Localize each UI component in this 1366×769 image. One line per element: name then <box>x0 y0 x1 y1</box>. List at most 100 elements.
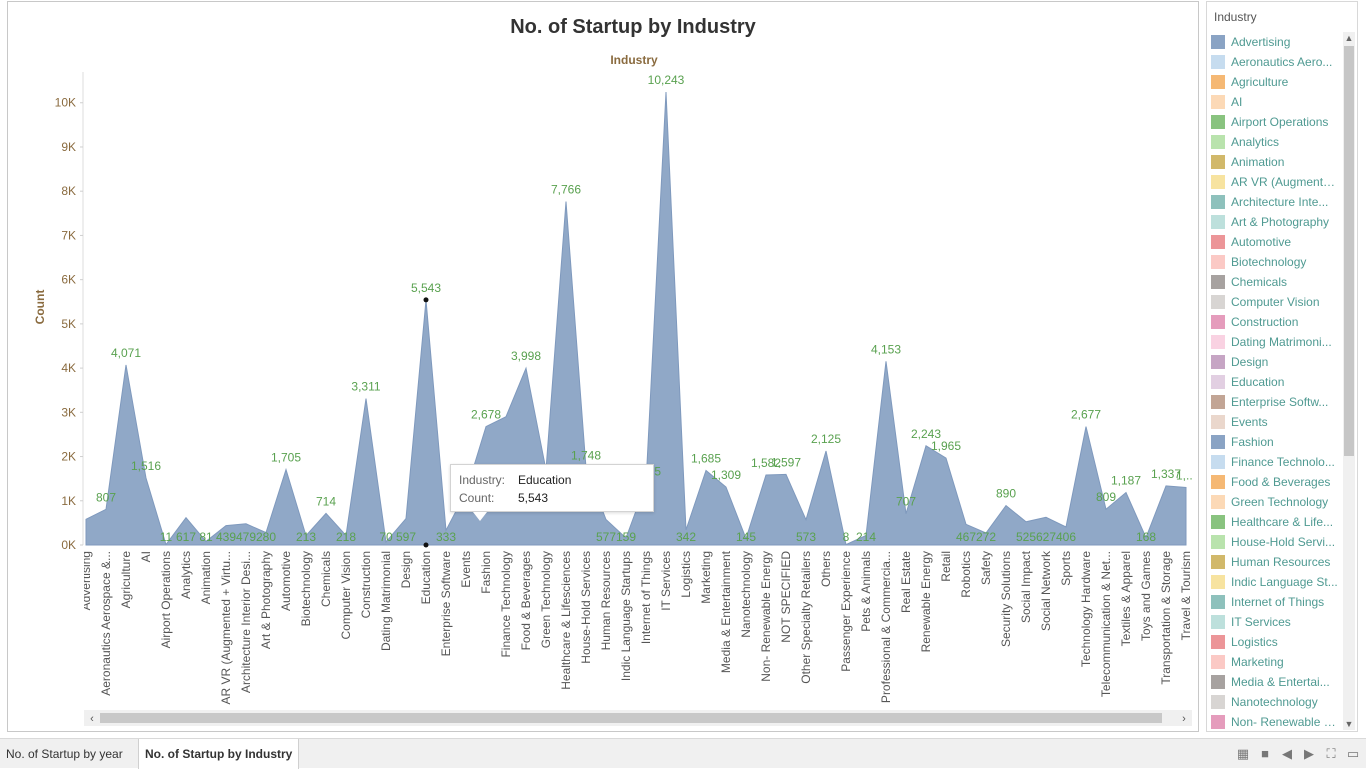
legend-item[interactable]: Nanotechnology <box>1211 692 1343 712</box>
present-icon[interactable]: ▭ <box>1346 746 1360 761</box>
legend-item[interactable]: Architecture Inte... <box>1211 192 1343 212</box>
legend-item[interactable]: Human Resources <box>1211 552 1343 572</box>
single-view-icon[interactable]: ■ <box>1261 746 1269 761</box>
highlight-point <box>423 297 429 303</box>
x-tick-label: Events <box>459 551 473 588</box>
legend-swatch <box>1211 75 1225 89</box>
legend-swatch <box>1211 315 1225 329</box>
legend-item[interactable]: Non- Renewable E... <box>1211 712 1343 731</box>
legend-scrollbar[interactable]: ▲ ▼ <box>1343 32 1355 730</box>
legend-label: House-Hold Servi... <box>1231 535 1336 549</box>
legend-item[interactable]: Construction <box>1211 312 1343 332</box>
x-tick-label: Security Solutions <box>999 551 1013 647</box>
scroll-right-icon[interactable]: › <box>1182 713 1186 725</box>
legend-item[interactable]: Enterprise Softw... <box>1211 392 1343 412</box>
sheet-tab-bar: No. of Startup by year No. of Startup by… <box>0 738 1366 769</box>
legend-item[interactable]: Design <box>1211 352 1343 372</box>
legend-item[interactable]: Biotechnology <box>1211 252 1343 272</box>
legend-item[interactable]: IT Services <box>1211 612 1343 632</box>
data-point <box>363 396 369 402</box>
data-label: 81 <box>199 530 213 544</box>
data-point <box>1023 519 1029 525</box>
tab-startup-by-industry[interactable]: No. of Startup by Industry <box>138 739 300 769</box>
x-axis-title: Industry <box>610 53 658 67</box>
data-label: 3,311 <box>351 380 380 394</box>
legend-item[interactable]: Dating Matrimoni... <box>1211 332 1343 352</box>
legend-item[interactable]: House-Hold Servi... <box>1211 532 1343 552</box>
legend-label: Media & Entertai... <box>1231 675 1330 689</box>
x-tick-label: Advertising <box>79 551 93 610</box>
legend-swatch <box>1211 635 1225 649</box>
chart-svg[interactable]: 0K 1K 2K 3K 4K 5K 6K 7K 8K 9K 10K Count Industry Adve… <box>8 2 1200 731</box>
x-tick-label: Social Impact <box>1019 550 1033 623</box>
x-tick-label: Pets & Animals <box>859 551 873 632</box>
x-tick-label: Sports <box>1059 551 1073 586</box>
legend-item[interactable]: Art & Photography <box>1211 212 1343 232</box>
legend-item[interactable]: Green Technology <box>1211 492 1343 512</box>
data-point <box>923 443 929 449</box>
x-tick-label: Social Network <box>1039 550 1053 631</box>
legend-item[interactable]: Advertising <box>1211 32 1343 52</box>
next-icon[interactable]: ▶ <box>1304 746 1314 761</box>
data-label: 1,... <box>1176 469 1196 483</box>
legend-scroll-thumb[interactable] <box>1344 46 1354 456</box>
legend-item[interactable]: Animation <box>1211 152 1343 172</box>
data-point <box>1103 506 1109 512</box>
data-label: 1,582 <box>751 456 781 470</box>
data-label: 1,965 <box>931 439 961 453</box>
tooltip-count-key: Count: <box>459 491 495 505</box>
x-tick-label: Textiles & Apparel <box>1119 551 1133 646</box>
legend-item[interactable]: Automotive <box>1211 232 1343 252</box>
legend-item[interactable]: Fashion <box>1211 432 1343 452</box>
data-label: 4,071 <box>111 346 141 360</box>
fullscreen-icon[interactable]: ⛶ <box>1326 746 1336 761</box>
legend-item[interactable]: Computer Vision <box>1211 292 1343 312</box>
scroll-up-icon[interactable]: ▲ <box>1344 33 1354 43</box>
legend-swatch <box>1211 235 1225 249</box>
legend-item[interactable]: Media & Entertai... <box>1211 672 1343 692</box>
legend-item[interactable]: Aeronautics Aero... <box>1211 52 1343 72</box>
legend-item[interactable]: Education <box>1211 372 1343 392</box>
x-tick-label: Media & Entertainment <box>719 550 733 673</box>
legend-item[interactable]: Marketing <box>1211 652 1343 672</box>
legend-item[interactable]: AR VR (Augmente... <box>1211 172 1343 192</box>
data-point <box>503 414 509 420</box>
x-tick-label: Airport Operations <box>159 551 173 648</box>
legend-item[interactable]: AI <box>1211 92 1343 112</box>
legend-item[interactable]: Indic Language St... <box>1211 572 1343 592</box>
legend-item[interactable]: Analytics <box>1211 132 1343 152</box>
legend-label: Computer Vision <box>1231 295 1320 309</box>
legend-swatch <box>1211 575 1225 589</box>
legend-item[interactable]: Airport Operations <box>1211 112 1343 132</box>
data-point <box>223 523 229 529</box>
legend-item[interactable]: Healthcare & Life... <box>1211 512 1343 532</box>
prev-icon[interactable]: ◀ <box>1282 746 1292 761</box>
x-tick-label: Automotive <box>279 551 293 611</box>
data-point <box>283 467 289 473</box>
x-tick-label: Finance Technology <box>499 551 513 658</box>
legend-item[interactable]: Logistics <box>1211 632 1343 652</box>
chart-container: No. of Startup by Industry 0K 1K 2K 3K 4K 5K 6… <box>7 1 1199 732</box>
grid-view-icon[interactable]: ▦ <box>1236 746 1250 761</box>
scroll-left-icon[interactable]: ‹ <box>90 713 94 725</box>
legend-label: Agriculture <box>1231 75 1289 89</box>
legend-swatch <box>1211 375 1225 389</box>
legend-item[interactable]: Agriculture <box>1211 72 1343 92</box>
legend-label: AR VR (Augmente... <box>1231 175 1339 189</box>
x-tick-label: Biotechnology <box>299 551 313 626</box>
legend-label: Automotive <box>1231 235 1292 249</box>
legend-item[interactable]: Food & Beverages <box>1211 472 1343 492</box>
x-tick-label: Telecommunication & Net... <box>1099 551 1113 697</box>
highlight-base-point <box>423 542 429 548</box>
data-label: 809 <box>1096 490 1116 504</box>
legend-label: Finance Technolo... <box>1231 455 1335 469</box>
tab-startup-by-year[interactable]: No. of Startup by year <box>6 747 123 761</box>
x-tick-label: Healthcare & Lifesciences <box>559 551 573 690</box>
legend-swatch <box>1211 395 1225 409</box>
legend-item[interactable]: Events <box>1211 412 1343 432</box>
scroll-down-icon[interactable]: ▼ <box>1344 719 1354 729</box>
legend-item[interactable]: Internet of Things <box>1211 592 1343 612</box>
x-tick-label: Internet of Things <box>639 551 653 644</box>
legend-item[interactable]: Chemicals <box>1211 272 1343 292</box>
legend-item[interactable]: Finance Technolo... <box>1211 452 1343 472</box>
